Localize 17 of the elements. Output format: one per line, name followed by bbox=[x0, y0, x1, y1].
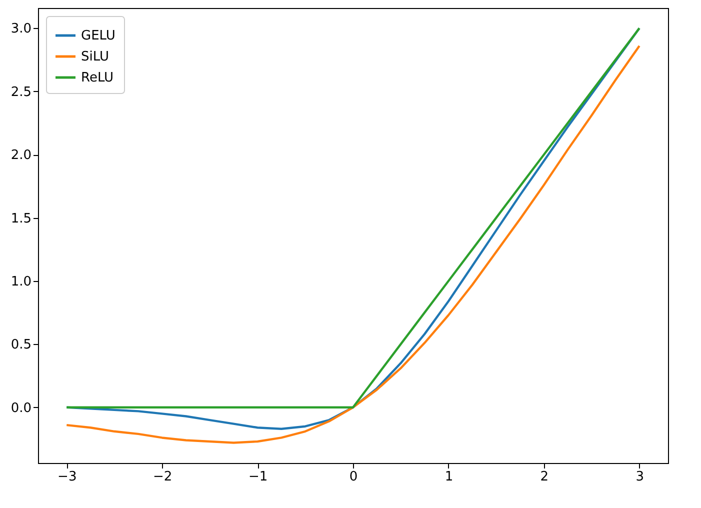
x-tick-label: 1 bbox=[444, 470, 454, 484]
y-tick-label: 0.5 bbox=[10, 338, 32, 353]
legend-label: ReLU bbox=[81, 70, 114, 86]
y-tick-label: 1.5 bbox=[10, 211, 32, 226]
x-tick-label: 3 bbox=[636, 470, 644, 484]
y-tick-label: 2.5 bbox=[10, 84, 32, 100]
x-tick-label: 2 bbox=[540, 470, 549, 484]
legend-label: GELU bbox=[81, 28, 116, 44]
y-tick-label: 1.0 bbox=[10, 274, 32, 290]
y-tick-label: 3.0 bbox=[10, 22, 32, 37]
legend-label: SiLU bbox=[81, 50, 109, 64]
x-tick-label: −2 bbox=[153, 470, 172, 484]
x-tick-label: 0 bbox=[349, 470, 358, 484]
y-tick-label: 2.0 bbox=[10, 148, 32, 164]
x-tick-label: −3 bbox=[58, 470, 77, 484]
x-tick-label: −1 bbox=[248, 470, 268, 484]
y-tick-label: 0.0 bbox=[10, 400, 32, 416]
